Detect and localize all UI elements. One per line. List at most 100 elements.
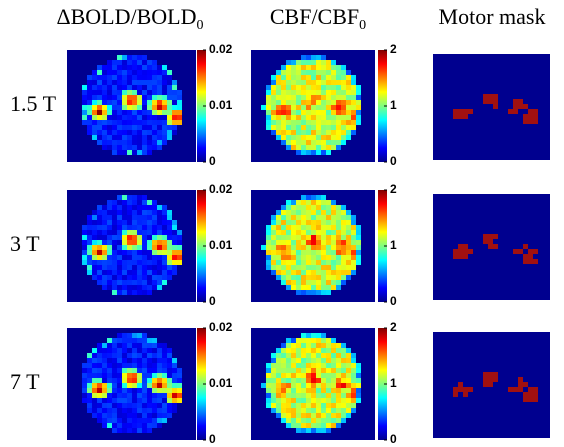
- image-pixel: [97, 105, 102, 110]
- image-pixel: [296, 60, 301, 65]
- image-pixel: [122, 260, 127, 265]
- image-pixel: [147, 373, 152, 378]
- image-pixel: [172, 245, 177, 250]
- image-pixel: [351, 220, 356, 225]
- image-pixel: [296, 105, 301, 110]
- image-pixel: [127, 205, 132, 210]
- image-pixel: [296, 210, 301, 215]
- image-pixel: [331, 373, 336, 378]
- image-pixel: [127, 150, 132, 155]
- image-pixel: [326, 408, 331, 413]
- image-pixel: [341, 353, 346, 358]
- image-pixel: [127, 240, 132, 245]
- image-pixel: [132, 225, 137, 230]
- image-pixel: [157, 245, 162, 250]
- image-pixel: [266, 378, 271, 383]
- image-pixel: [341, 348, 346, 353]
- image-pixel: [336, 353, 341, 358]
- image-pixel: [142, 348, 147, 353]
- image-pixel: [147, 265, 152, 270]
- image-pixel: [157, 348, 162, 353]
- image-pixel: [453, 114, 458, 119]
- image-pixel: [122, 373, 127, 378]
- image-pixel: [266, 230, 271, 235]
- image-pixel: [177, 120, 182, 125]
- image-pixel: [132, 95, 137, 100]
- image-pixel: [513, 249, 518, 254]
- image-pixel: [122, 135, 127, 140]
- image-pixel: [152, 418, 157, 423]
- image-pixel: [453, 254, 458, 259]
- image-pixel: [326, 225, 331, 230]
- image-pixel: [167, 95, 172, 100]
- image-pixel: [321, 235, 326, 240]
- image-pixel: [276, 70, 281, 75]
- image-pixel: [112, 393, 117, 398]
- image-pixel: [301, 423, 306, 428]
- image-pixel: [331, 230, 336, 235]
- image-pixel: [281, 413, 286, 418]
- image-pixel: [301, 80, 306, 85]
- image-pixel: [152, 285, 157, 290]
- image-pixel: [122, 403, 127, 408]
- image-pixel: [346, 90, 351, 95]
- image-pixel: [271, 80, 276, 85]
- image-pixel: [157, 393, 162, 398]
- image-pixel: [286, 125, 291, 130]
- image-pixel: [152, 363, 157, 368]
- image-pixel: [336, 348, 341, 353]
- image-pixel: [331, 225, 336, 230]
- image-pixel: [157, 353, 162, 358]
- image-pixel: [321, 250, 326, 255]
- image-pixel: [341, 115, 346, 120]
- image-pixel: [167, 398, 172, 403]
- image-pixel: [291, 240, 296, 245]
- image-pixel: [266, 120, 271, 125]
- image-pixel: [261, 245, 266, 250]
- image-pixel: [336, 260, 341, 265]
- image-pixel: [463, 387, 468, 392]
- image-pixel: [321, 215, 326, 220]
- image-pixel: [291, 90, 296, 95]
- image-pixel: [326, 265, 331, 270]
- image-pixel: [331, 235, 336, 240]
- image-pixel: [316, 353, 321, 358]
- image-pixel: [336, 368, 341, 373]
- image-pixel: [286, 225, 291, 230]
- image-pixel: [493, 94, 498, 99]
- image-pixel: [356, 95, 361, 100]
- image-pixel: [296, 65, 301, 70]
- image-pixel: [97, 120, 102, 125]
- image-pixel: [336, 285, 341, 290]
- image-pixel: [341, 358, 346, 363]
- image-pixel: [321, 353, 326, 358]
- image-pixel: [177, 105, 182, 110]
- image-pixel: [132, 383, 137, 388]
- image-pixel: [281, 388, 286, 393]
- image-pixel: [301, 100, 306, 105]
- image-pixel: [92, 348, 97, 353]
- image-pixel: [127, 70, 132, 75]
- image-pixel: [523, 244, 528, 249]
- image-pixel: [528, 259, 533, 264]
- image-pixel: [276, 105, 281, 110]
- image-pixel: [528, 114, 533, 119]
- image-pixel: [112, 200, 117, 205]
- image-pixel: [296, 428, 301, 433]
- image-pixel: [137, 205, 142, 210]
- image-pixel: [147, 230, 152, 235]
- image-pixel: [137, 55, 142, 60]
- image-pixel: [122, 378, 127, 383]
- image-pixel: [127, 215, 132, 220]
- image-pixel: [276, 75, 281, 80]
- image-pixel: [281, 220, 286, 225]
- image-pixel: [117, 215, 122, 220]
- image-pixel: [296, 265, 301, 270]
- image-pixel: [82, 230, 87, 235]
- image-pixel: [142, 403, 147, 408]
- image-pixel: [326, 255, 331, 260]
- image-pixel: [137, 265, 142, 270]
- image-pixel: [142, 393, 147, 398]
- image-pixel: [147, 378, 152, 383]
- image-pixel: [107, 358, 112, 363]
